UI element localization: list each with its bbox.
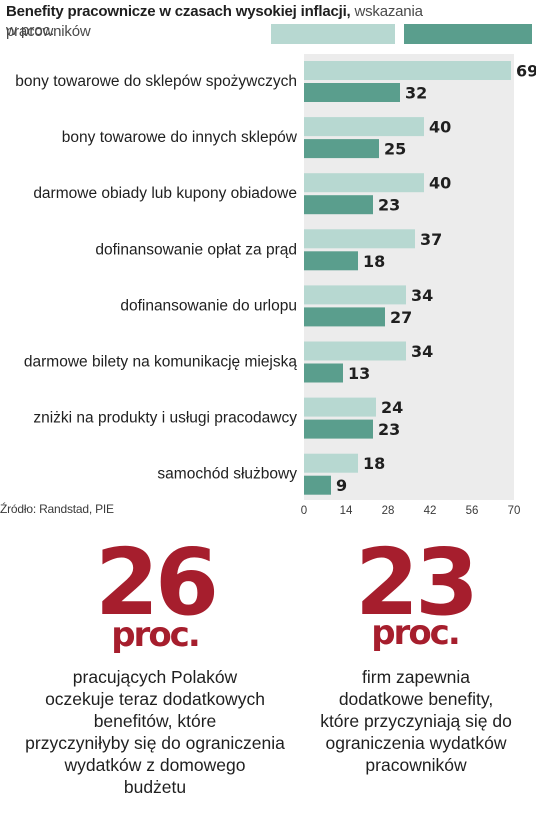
data-label-oczekiwane: 34	[411, 286, 433, 305]
data-label-otrzymywane: 18	[363, 252, 385, 271]
data-label-oczekiwane: 69	[516, 62, 536, 81]
category-label: dofinansowanie opłat za prąd	[95, 241, 297, 258]
bar-chart: bony towarowe do sklepów spożywczych 69 32…	[15, 24, 536, 517]
bar-oczekiwane	[304, 173, 424, 193]
stat-left-line: przyczyniłyby się do ograniczenia	[25, 733, 285, 753]
bar-oczekiwane	[304, 229, 415, 249]
data-label-oczekiwane: 18	[363, 454, 385, 473]
stat-right-description: firm zapewnia dodatkowe benefity, które …	[300, 666, 532, 776]
data-label-otrzymywane: 23	[378, 420, 400, 439]
bar-otrzymywane	[304, 251, 358, 271]
category-label: darmowe obiady lub kupony obiadowe	[33, 185, 297, 202]
bar-otrzymywane	[304, 307, 385, 327]
bar-otrzymywane	[304, 83, 400, 102]
stat-left-line: oczekuje teraz dodatkowych	[45, 689, 265, 709]
x-tick-label: 28	[382, 505, 395, 517]
source-note: Źródło: Randstad, PIE	[0, 502, 114, 516]
stat-left-line: pracujących Polaków	[72, 667, 238, 687]
stat-left-line: budżetu	[123, 777, 187, 797]
x-tick-label: 70	[508, 505, 521, 517]
bar-otrzymywane	[304, 363, 343, 383]
category-label: dofinansowanie do urlopu	[120, 297, 297, 314]
bar-oczekiwane	[304, 453, 358, 473]
bar-oczekiwane	[304, 117, 424, 137]
data-label-otrzymywane: 23	[378, 196, 400, 215]
stat-left-line: benefitów, które	[93, 711, 217, 731]
category-label: bony towarowe do sklepów spożywczych	[15, 73, 297, 90]
legend-swatch-otrzymywane	[404, 24, 532, 44]
data-label-otrzymywane: 32	[405, 84, 427, 103]
stat-left-unit: proc.	[111, 615, 201, 655]
data-label-oczekiwane: 40	[429, 174, 451, 193]
x-tick-label: 0	[301, 505, 307, 517]
data-label-otrzymywane: 27	[390, 308, 412, 327]
data-label-oczekiwane: 40	[429, 118, 451, 137]
chart-subtitle: w proc.	[6, 22, 55, 39]
category-label: samochód służbowy	[157, 466, 297, 483]
stat-right-line: które przyczyniają się do	[320, 711, 512, 731]
x-tick-label: 56	[466, 505, 479, 517]
category-label: darmowe bilety na komunikację miejską	[24, 354, 297, 371]
bar-otrzymywane	[304, 475, 331, 495]
data-label-otrzymywane: 13	[348, 364, 370, 383]
x-tick-label: 14	[340, 505, 353, 517]
bar-otrzymywane	[304, 419, 373, 439]
stat-right-value: 23	[354, 529, 479, 636]
category-label: bony towarowe do innych sklepów	[62, 129, 298, 146]
stat-left-value: 26	[94, 529, 219, 636]
data-label-otrzymywane: 25	[384, 140, 406, 159]
bar-oczekiwane	[304, 397, 376, 417]
legend-swatch-oczekiwane	[271, 24, 395, 44]
data-label-otrzymywane: 9	[336, 476, 347, 495]
bar-otrzymywane	[304, 195, 373, 215]
bar-otrzymywane	[304, 139, 379, 159]
data-label-oczekiwane: 24	[381, 398, 403, 417]
bar-oczekiwane	[304, 61, 511, 80]
data-label-oczekiwane: 34	[411, 342, 433, 361]
chart-title-bold: Benefity pracownicze w czasach wysokiej …	[6, 3, 351, 20]
bar-oczekiwane	[304, 341, 406, 361]
chart-title-rest: wskazania pracowników	[6, 3, 423, 40]
stat-right-unit: proc.	[371, 613, 461, 653]
data-label-oczekiwane: 37	[420, 230, 442, 249]
x-tick-label: 42	[424, 505, 437, 517]
stat-right-line: dodatkowe benefity,	[338, 689, 494, 709]
chart-title: Benefity pracownicze w czasach wysokiej …	[6, 2, 506, 42]
stat-right-line: pracowników	[365, 755, 467, 775]
stat-right-line: firm zapewnia	[362, 667, 470, 687]
stat-left-line: wydatków z domowego	[64, 755, 246, 775]
stat-right-line: ograniczenia wydatków	[325, 733, 507, 753]
bar-oczekiwane	[304, 285, 406, 305]
stat-left-description: pracujących Polaków oczekuje teraz dodat…	[0, 666, 310, 798]
category-label: zniżki na produkty i usługi pracodawcy	[33, 410, 297, 427]
